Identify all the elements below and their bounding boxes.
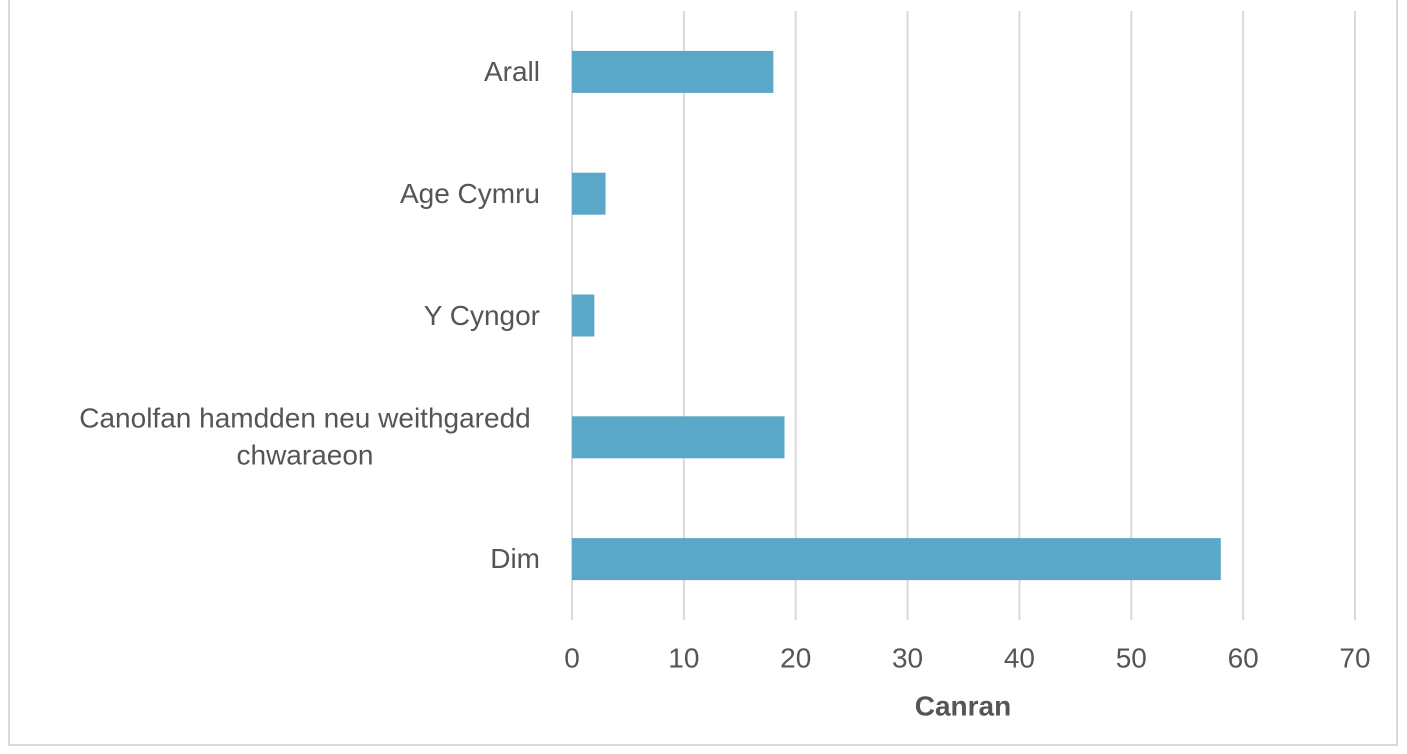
bar xyxy=(572,172,606,215)
bar xyxy=(572,50,774,93)
x-tick-label: 20 xyxy=(780,642,811,673)
x-tick-label: 60 xyxy=(1228,642,1259,673)
bar xyxy=(572,538,1221,581)
x-tick-label: 30 xyxy=(892,642,923,673)
y-tick-label: Dim xyxy=(490,542,540,574)
y-tick-label: Age Cymru xyxy=(399,177,540,209)
chart-border xyxy=(8,0,1398,746)
x-tick-label: 50 xyxy=(1116,642,1147,673)
x-axis-title: Canran xyxy=(915,690,1011,721)
x-tick-label: 40 xyxy=(1004,642,1035,673)
x-tick-label: 0 xyxy=(564,642,580,673)
x-tick-label: 10 xyxy=(668,642,699,673)
x-tick-label: 70 xyxy=(1339,642,1370,673)
y-tick-label: Arall xyxy=(483,55,540,87)
y-tick-label: Canolfan hamdden neu weithgaredd chwarae… xyxy=(79,402,531,471)
y-tick-label: Y Cyngor xyxy=(423,299,540,331)
bar xyxy=(572,416,785,459)
bar xyxy=(572,294,595,337)
